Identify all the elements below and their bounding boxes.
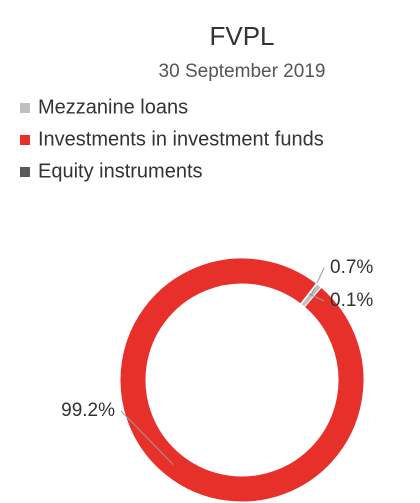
data-label: 99.2% xyxy=(61,400,115,421)
chart-title: FVPL xyxy=(209,21,274,51)
legend-swatch xyxy=(20,167,30,177)
legend-label: Investments in investment funds xyxy=(38,128,324,150)
leader-line xyxy=(310,267,325,296)
legend-swatch xyxy=(20,135,30,145)
legend-label: Mezzanine loans xyxy=(38,96,188,118)
legend-swatch xyxy=(20,103,30,113)
data-label: 0.7% xyxy=(330,257,373,278)
donut-segment xyxy=(119,257,365,503)
leader-line xyxy=(120,410,174,465)
legend-label: Equity instruments xyxy=(38,160,203,182)
chart-subtitle: 30 September 2019 xyxy=(159,61,326,82)
leader-line xyxy=(308,293,325,302)
data-label: 0.1% xyxy=(330,290,373,311)
